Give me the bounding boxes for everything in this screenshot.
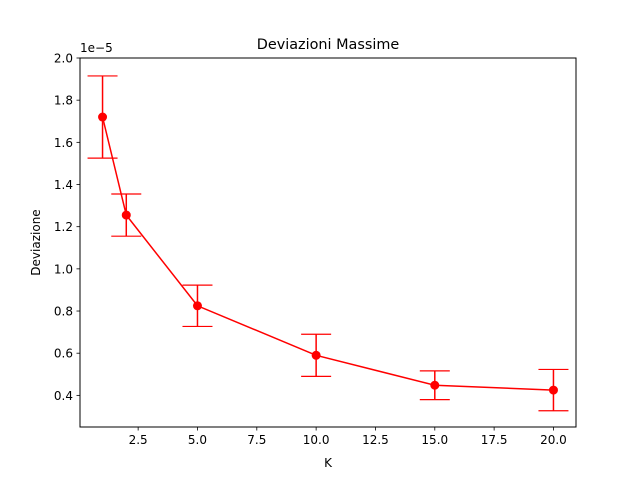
- y-axis: 0.4 0.6 0.8 1.0 1.2 1.4 1.6 1.8 2.0: [54, 52, 80, 403]
- y-axis-label: Deviazione: [29, 209, 43, 275]
- chart-title: Deviazioni Massime: [257, 37, 400, 53]
- x-tick-label: 15.0: [421, 433, 448, 447]
- y-tick-label: 1.4: [54, 178, 73, 192]
- series-line: [101, 116, 554, 391]
- x-axis: 2.5 5.0 7.5 10.0 12.5 15.0 17.5 20.0: [129, 427, 567, 447]
- axes-frame: [79, 57, 577, 428]
- x-tick-label: 12.5: [362, 433, 389, 447]
- data-point: [311, 350, 321, 360]
- data-point: [430, 380, 440, 390]
- plot-area: [87, 75, 569, 412]
- x-axis-label: K: [324, 456, 333, 470]
- y-tick-label: 1.6: [54, 136, 73, 150]
- data-point: [121, 210, 131, 220]
- y-tick-label: 0.4: [54, 389, 73, 403]
- y-tick-label: 1.0: [54, 262, 73, 276]
- x-tick-label: 5.0: [188, 433, 207, 447]
- y-tick-label: 0.8: [54, 305, 73, 319]
- x-tick-label: 20.0: [540, 433, 567, 447]
- y-tick-label: 1.2: [54, 220, 73, 234]
- data-point: [98, 112, 108, 122]
- y-tick-label: 0.6: [54, 347, 73, 361]
- x-tick-label: 2.5: [129, 433, 148, 447]
- y-tick-label: 1.8: [54, 94, 73, 108]
- y-tick-label: 2.0: [54, 52, 73, 66]
- x-tick-label: 7.5: [247, 433, 266, 447]
- data-point: [548, 385, 558, 395]
- y-axis-offset-label: 1e−5: [80, 41, 113, 55]
- x-tick-label: 10.0: [303, 433, 330, 447]
- data-point: [192, 301, 202, 311]
- x-tick-label: 17.5: [481, 433, 508, 447]
